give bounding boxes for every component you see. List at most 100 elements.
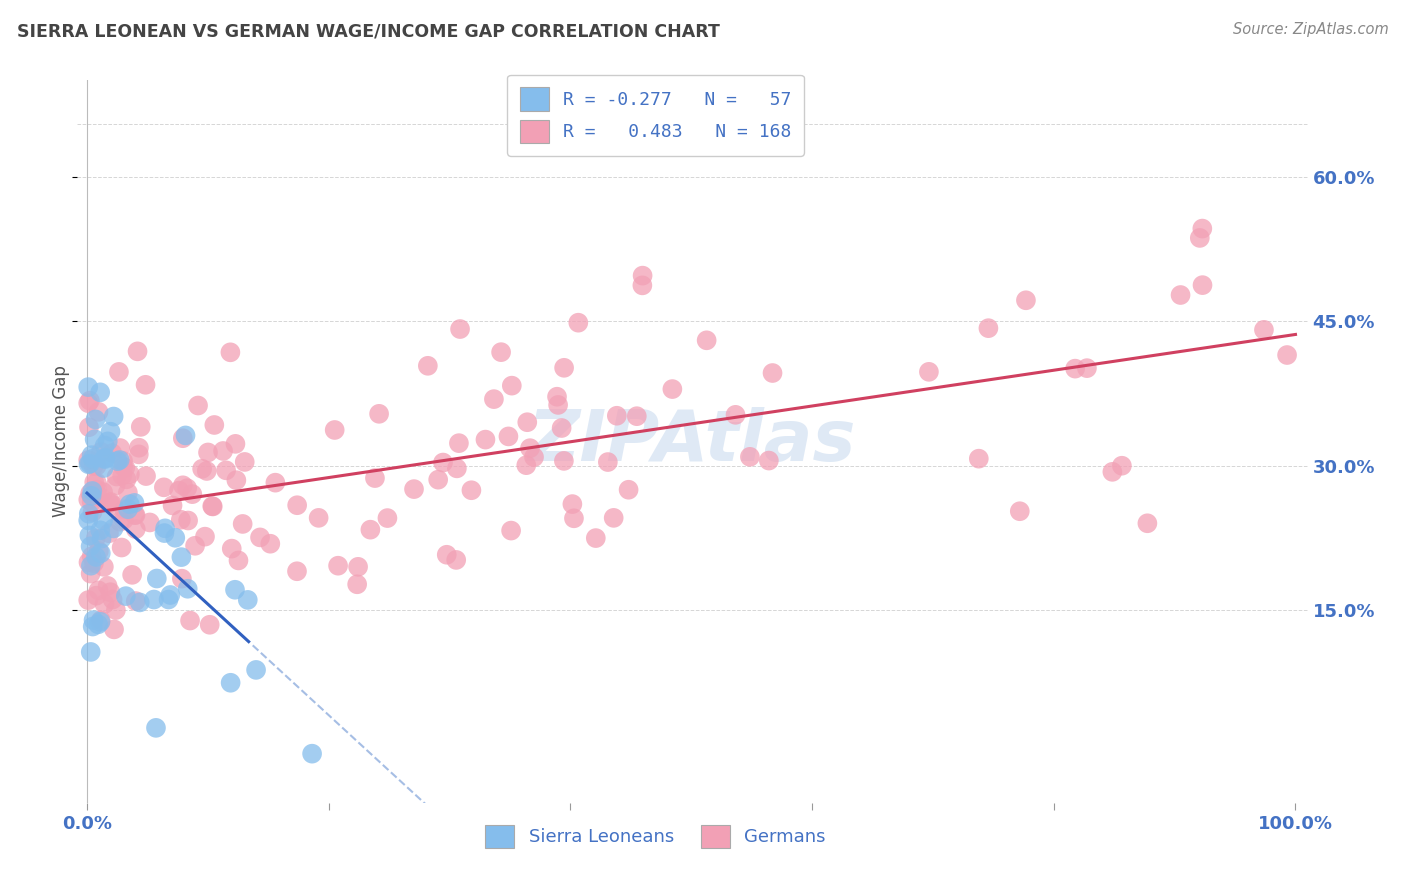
Point <box>696 334 718 348</box>
Point <box>631 278 654 293</box>
Point <box>80 549 103 564</box>
Point <box>1111 458 1133 473</box>
Point <box>112 454 135 468</box>
Point <box>212 444 235 458</box>
Point <box>87 617 110 632</box>
Point <box>153 521 176 535</box>
Point <box>402 482 425 496</box>
Point <box>162 499 184 513</box>
Point <box>631 268 654 283</box>
Point <box>661 382 683 396</box>
Point <box>103 521 125 535</box>
Point <box>482 392 505 406</box>
Point <box>501 378 523 392</box>
Point <box>198 617 221 632</box>
Point <box>724 408 747 422</box>
Point <box>91 485 114 500</box>
Point <box>232 516 254 531</box>
Point <box>446 461 468 475</box>
Point <box>79 393 101 408</box>
Point <box>83 459 105 474</box>
Point <box>80 558 103 573</box>
Point <box>108 441 131 455</box>
Point <box>105 469 128 483</box>
Point <box>108 453 131 467</box>
Point <box>79 457 101 471</box>
Point <box>90 614 112 628</box>
Point <box>93 559 115 574</box>
Point <box>101 592 124 607</box>
Point <box>233 455 256 469</box>
Point <box>77 593 100 607</box>
Point <box>117 502 139 516</box>
Point <box>90 532 112 546</box>
Point <box>519 441 541 455</box>
Point <box>128 595 150 609</box>
Point <box>259 537 281 551</box>
Point <box>228 553 250 567</box>
Point <box>516 415 538 429</box>
Point <box>326 558 349 573</box>
Point <box>94 450 117 465</box>
Point <box>515 458 537 473</box>
Point <box>202 417 225 432</box>
Point <box>80 489 103 503</box>
Point <box>201 500 224 514</box>
Point <box>184 539 207 553</box>
Point <box>170 513 193 527</box>
Point <box>177 582 200 596</box>
Point <box>82 505 104 519</box>
Point <box>224 582 246 597</box>
Point <box>606 409 628 423</box>
Point <box>90 445 112 459</box>
Point <box>84 589 107 603</box>
Point <box>128 447 150 461</box>
Point <box>80 495 103 509</box>
Point <box>179 614 201 628</box>
Point <box>1136 516 1159 531</box>
Point <box>87 544 110 558</box>
Point <box>761 366 783 380</box>
Point <box>146 572 169 586</box>
Point <box>1191 278 1213 293</box>
Point <box>77 396 100 410</box>
Point <box>100 495 122 509</box>
Point <box>98 496 121 510</box>
Point <box>89 524 111 538</box>
Y-axis label: Wage/Income Gap: Wage/Income Gap <box>52 366 70 517</box>
Point <box>1064 361 1087 376</box>
Point <box>170 550 193 565</box>
Point <box>432 456 454 470</box>
Point <box>308 511 330 525</box>
Point <box>1076 361 1098 376</box>
Point <box>416 359 439 373</box>
Point <box>219 675 242 690</box>
Point <box>86 475 108 490</box>
Point <box>323 423 346 437</box>
Point <box>1253 323 1275 337</box>
Point <box>89 615 111 629</box>
Point <box>87 405 110 419</box>
Point <box>967 451 990 466</box>
Point <box>90 546 112 560</box>
Point <box>436 548 458 562</box>
Point <box>80 645 103 659</box>
Point <box>101 446 124 460</box>
Point <box>104 478 127 492</box>
Point <box>135 469 157 483</box>
Point <box>125 522 148 536</box>
Point <box>157 592 180 607</box>
Point <box>94 452 117 467</box>
Point <box>561 497 583 511</box>
Point <box>77 380 100 394</box>
Point <box>447 436 470 450</box>
Point <box>128 441 150 455</box>
Point <box>1015 293 1038 308</box>
Point <box>617 483 640 497</box>
Point <box>93 439 115 453</box>
Point <box>82 451 104 466</box>
Point <box>201 499 224 513</box>
Point <box>346 577 368 591</box>
Point <box>1275 348 1298 362</box>
Point <box>224 437 246 451</box>
